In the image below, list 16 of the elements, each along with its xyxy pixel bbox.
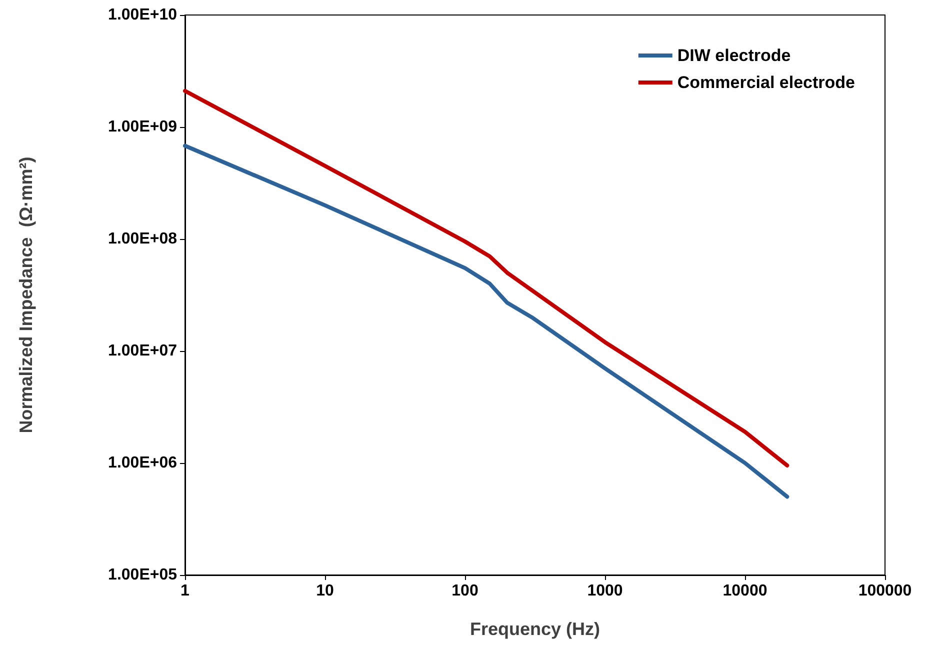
- x-tick-label: 10: [316, 582, 334, 600]
- legend-label: DIW electrode: [677, 46, 791, 65]
- y-tick-label: 1.00E+08: [108, 230, 178, 248]
- x-tick-label: 1000: [587, 582, 623, 600]
- y-tick-label: 1.00E+05: [108, 566, 178, 584]
- x-axis-title: Frequency (Hz): [470, 619, 600, 639]
- x-tick-label: 1: [180, 582, 190, 600]
- y-tick-label: 1.00E+06: [108, 454, 178, 472]
- y-tick-label: 1.00E+07: [108, 342, 178, 360]
- y-axis-title: Normalized Impedance (Ω·mm²): [16, 156, 36, 434]
- y-tick-label: 1.00E+10: [108, 6, 178, 24]
- x-tick-label: 100000: [858, 582, 912, 600]
- x-tick-label: 100: [452, 582, 478, 600]
- x-tick-label: 10000: [722, 582, 768, 600]
- legend-label: Commercial electrode: [677, 73, 856, 92]
- y-tick-label: 1.00E+09: [108, 118, 178, 136]
